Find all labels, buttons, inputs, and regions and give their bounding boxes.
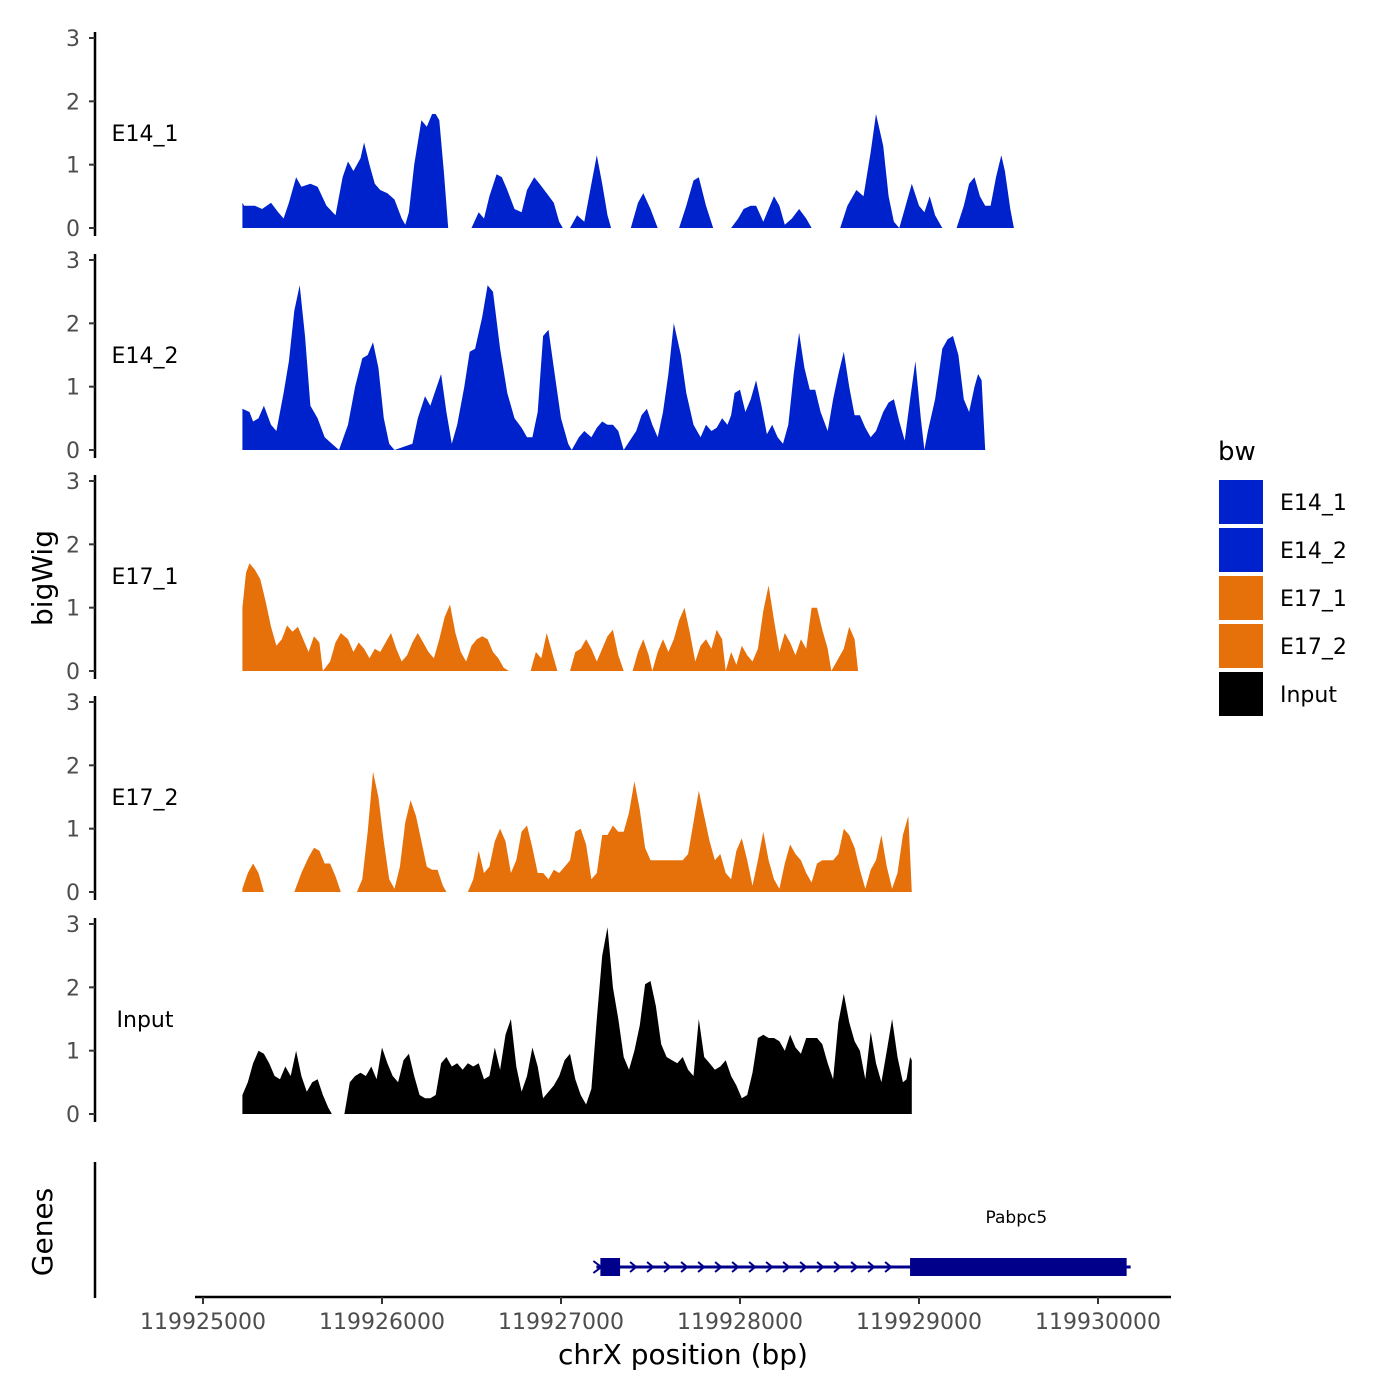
coverage-area-E17_1 bbox=[242, 563, 859, 671]
gene-label: Pabpc5 bbox=[986, 1208, 1048, 1228]
legend-swatch-E17_1 bbox=[1219, 576, 1263, 620]
strand-arrow bbox=[850, 1261, 859, 1273]
y-tick-label: 2 bbox=[66, 312, 80, 337]
track-E14_1: 0 1 2 3 E14_1 bbox=[66, 27, 1014, 242]
strand-arrow bbox=[714, 1261, 723, 1273]
x-axis-title: chrX position (bp) bbox=[558, 1338, 808, 1371]
strand-arrow bbox=[816, 1261, 825, 1273]
legend-label-E17_1: E17_1 bbox=[1280, 587, 1347, 612]
x-tick-label: 119930000 bbox=[1035, 1310, 1161, 1335]
y-tick-label: 1 bbox=[66, 818, 80, 843]
track-E17_2: 0 1 2 3 E17_2 bbox=[66, 691, 912, 906]
y-tick-label: 3 bbox=[66, 249, 80, 274]
y-tick-label: 3 bbox=[66, 691, 80, 716]
y-tick-label: 0 bbox=[66, 881, 80, 906]
legend-swatch-E14_2 bbox=[1219, 528, 1263, 572]
coverage-area-E17_2 bbox=[242, 771, 912, 892]
y-tick-label: 3 bbox=[66, 913, 80, 938]
track-E14_2: 0 1 2 3 E14_2 bbox=[66, 249, 986, 464]
track-E17_1: 0 1 2 3 E17_1 bbox=[66, 470, 859, 685]
x-tick-label: 119929000 bbox=[856, 1310, 982, 1335]
legend-swatch-E14_1 bbox=[1219, 480, 1263, 524]
y-tick-label: 1 bbox=[66, 376, 80, 401]
track-Input: 0 1 2 3 Input bbox=[66, 913, 912, 1128]
strand-arrow bbox=[782, 1261, 791, 1273]
y-tick-label: 1 bbox=[66, 597, 80, 622]
gene-Pabpc5: Pabpc5 bbox=[592, 1208, 1131, 1276]
strand-arrow bbox=[697, 1261, 706, 1273]
track-label: E17_2 bbox=[112, 786, 179, 811]
y-tick-label: 2 bbox=[66, 976, 80, 1001]
legend-label-E14_1: E14_1 bbox=[1280, 491, 1347, 516]
y-tick-label: 1 bbox=[66, 154, 80, 179]
track-label: E17_1 bbox=[112, 565, 179, 590]
x-tick-label: 119927000 bbox=[498, 1310, 624, 1335]
legend-swatch-E17_2 bbox=[1219, 624, 1263, 668]
strand-arrow bbox=[765, 1261, 774, 1273]
strand-arrow bbox=[833, 1261, 842, 1273]
legend-label-Input: Input bbox=[1280, 683, 1337, 708]
coverage-area-Input bbox=[242, 927, 912, 1114]
y-tick-label: 2 bbox=[66, 754, 80, 779]
x-tick-label: 119925000 bbox=[140, 1310, 266, 1335]
legend-title: bw bbox=[1218, 437, 1256, 467]
strand-arrow bbox=[799, 1261, 808, 1273]
legend: bw E14_1 E14_2 E17_1 E17_2 Input bbox=[1218, 437, 1347, 716]
y-tick-label: 0 bbox=[66, 1103, 80, 1128]
x-tick-label: 119926000 bbox=[319, 1310, 445, 1335]
legend-label-E14_2: E14_2 bbox=[1280, 539, 1347, 564]
y-tick-label: 0 bbox=[66, 439, 80, 464]
track-label: Input bbox=[117, 1008, 174, 1033]
coverage-area-E14_1 bbox=[242, 114, 1014, 228]
track-label: E14_2 bbox=[112, 344, 179, 369]
bigwig-tracks: 0 1 2 3 E14_1 0 1 2 3 E14_2 0 1 2 3 E17_1 0 1 2 3 E17_2 0 1 2 3… bbox=[66, 27, 1014, 1128]
track-label: E14_1 bbox=[112, 122, 179, 147]
y-tick-label: 1 bbox=[66, 1040, 80, 1065]
y-tick-label: 2 bbox=[66, 90, 80, 115]
strand-arrow bbox=[680, 1261, 689, 1273]
y-axis-title: bigWig bbox=[26, 530, 59, 626]
gene-exon bbox=[910, 1258, 1127, 1276]
legend-swatch-Input bbox=[1219, 672, 1263, 716]
y-tick-label: 3 bbox=[66, 470, 80, 495]
strand-arrow bbox=[748, 1261, 757, 1273]
coverage-area-E14_2 bbox=[242, 285, 986, 450]
strand-arrow bbox=[629, 1261, 638, 1273]
strand-arrow bbox=[867, 1261, 876, 1273]
strand-arrow bbox=[646, 1261, 655, 1273]
legend-label-E17_2: E17_2 bbox=[1280, 635, 1347, 660]
y-tick-label: 3 bbox=[66, 27, 80, 52]
y-tick-label: 2 bbox=[66, 533, 80, 558]
x-tick-label: 119928000 bbox=[677, 1310, 803, 1335]
y-tick-label: 0 bbox=[66, 660, 80, 685]
gene-exon bbox=[600, 1258, 621, 1276]
genes-axis-title: Genes bbox=[26, 1188, 59, 1276]
x-axis: 119925000 119926000 119927000 119928000 1199… bbox=[140, 1295, 1171, 1335]
strand-arrow bbox=[731, 1261, 740, 1273]
strand-arrow bbox=[884, 1261, 893, 1273]
strand-arrow bbox=[663, 1261, 672, 1273]
genes-track: Pabpc5 bbox=[93, 1162, 1131, 1298]
y-tick-label: 0 bbox=[66, 217, 80, 242]
